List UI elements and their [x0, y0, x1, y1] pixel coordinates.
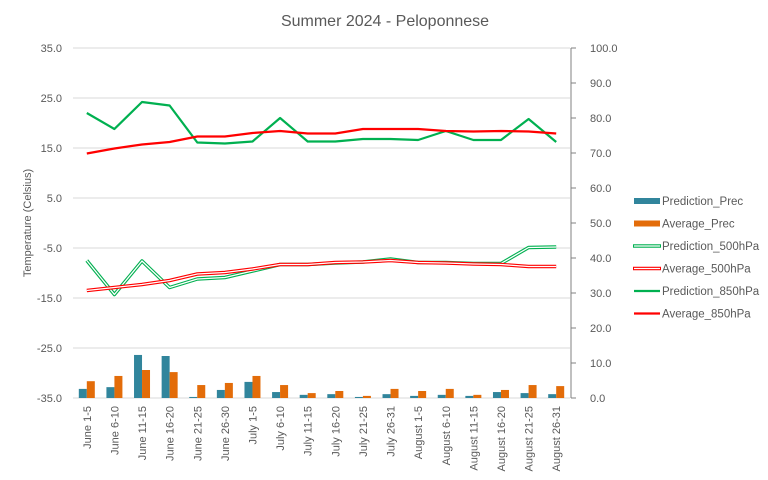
bar-average_prec	[390, 388, 399, 398]
right-y-tick-label: 40.0	[590, 253, 611, 265]
x-tick-label: August 11-15	[468, 406, 480, 471]
bar-prediction_prec	[410, 395, 419, 398]
x-tick-label: July 21-25	[358, 406, 370, 457]
bar-average_prec	[224, 382, 233, 398]
x-tick-label: July 6-10	[275, 406, 287, 451]
bar-prediction_prec	[299, 394, 308, 398]
bar-average_prec	[556, 386, 565, 398]
line-inner-prediction_500hpa	[86, 246, 557, 296]
bar-average_prec	[473, 394, 482, 398]
right-y-tick-label: 30.0	[590, 288, 611, 300]
x-tick-label: August 1-5	[413, 406, 425, 459]
bar-average_prec	[252, 375, 261, 398]
bar-average_prec	[362, 395, 371, 398]
right-y-tick-label: 70.0	[590, 148, 611, 160]
y-tick-label: -5.0	[43, 243, 62, 255]
x-tick-label: June 6-10	[109, 406, 121, 455]
x-tick-label: June 21-25	[192, 406, 204, 461]
bar-prediction_prec	[216, 389, 225, 398]
bar-prediction_prec	[465, 395, 474, 398]
line-average_850hpa	[86, 127, 557, 155]
legend-label: Prediction_Prec	[662, 196, 743, 208]
legend-label: Average_Prec	[662, 219, 735, 231]
y-tick-label: -35.0	[37, 393, 62, 405]
legend-swatch	[634, 220, 660, 227]
bar-prediction_prec	[382, 394, 391, 398]
right-y-tick-label: 50.0	[590, 218, 611, 230]
legend-item: Average_500hPa	[633, 264, 751, 276]
x-tick-label: June 26-30	[220, 406, 232, 461]
bar-prediction_prec	[492, 392, 501, 398]
y-tick-label: 5.0	[47, 193, 62, 205]
x-tick-label: July 1-5	[247, 406, 259, 445]
bar-prediction_prec	[134, 354, 143, 398]
right-y-tick-label: 10.0	[590, 358, 611, 370]
x-tick-label: June 11-15	[137, 406, 149, 460]
bar-average_prec	[335, 391, 344, 398]
legend-item: Prediction_850hPa	[634, 286, 760, 298]
legend-label: Prediction_850hPa	[662, 286, 760, 298]
y-tick-label: -25.0	[37, 343, 62, 355]
right-y-tick-label: 80.0	[590, 113, 611, 125]
x-tick-label: July 11-15	[303, 406, 315, 456]
right-y-tick-label: 20.0	[590, 323, 611, 335]
x-tick-label: August 6-10	[441, 406, 453, 465]
legend-item: Prediction_500hPa	[633, 241, 760, 253]
right-y-tick-label: 90.0	[590, 78, 611, 90]
bar-average_prec	[528, 385, 537, 398]
bar-prediction_prec	[161, 356, 170, 398]
bar-prediction_prec	[548, 394, 557, 398]
legend-swatch	[634, 198, 660, 204]
legend-label: Prediction_500hPa	[662, 241, 760, 253]
x-tick-label: August 21-25	[524, 406, 536, 471]
y-tick-label: -15.0	[37, 293, 62, 305]
bar-average_prec	[280, 385, 289, 398]
bar-prediction_prec	[189, 396, 198, 398]
bar-prediction_prec	[244, 381, 253, 398]
bar-prediction_prec	[106, 387, 115, 398]
right-y-tick-label: 100.0	[590, 43, 618, 55]
y-tick-label: 25.0	[41, 93, 62, 105]
line-inner-average_500hpa	[86, 259, 557, 292]
bar-average_prec	[500, 389, 509, 398]
x-tick-label: June 16-20	[165, 406, 177, 461]
x-tick-label: June 1-5	[82, 406, 94, 449]
bar-average_prec	[197, 385, 206, 398]
y-tick-label: 15.0	[41, 143, 62, 155]
chart-title: Summer 2024 - Peloponnese	[281, 13, 489, 30]
bar-prediction_prec	[327, 394, 336, 398]
bar-prediction_prec	[520, 393, 529, 398]
bar-prediction_prec	[78, 388, 87, 398]
legend-label: Average_850hPa	[662, 309, 751, 321]
y-tick-label: 35.0	[41, 43, 62, 55]
legend-label: Average_500hPa	[662, 264, 751, 276]
right-y-tick-label: 0.0	[590, 393, 605, 405]
x-tick-label: July 26-31	[386, 406, 398, 457]
bar-average_prec	[114, 375, 123, 398]
bar-average_prec	[142, 370, 151, 398]
right-y-tick-label: 60.0	[590, 183, 611, 195]
legend-item: Average_850hPa	[634, 309, 751, 321]
bar-prediction_prec	[272, 392, 281, 398]
legend-item: Prediction_Prec	[634, 196, 743, 208]
legend-item: Average_Prec	[634, 219, 735, 231]
bar-average_prec	[169, 372, 178, 398]
bar-prediction_prec	[354, 396, 363, 398]
y-axis-label: Temperature (Celsius)	[22, 169, 34, 277]
x-tick-label: July 16-20	[330, 406, 342, 457]
bar-average_prec	[445, 388, 454, 398]
bar-average_prec	[418, 391, 427, 398]
bar-average_prec	[86, 381, 95, 398]
bar-prediction_prec	[437, 394, 446, 398]
line-prediction_500hpa	[85, 245, 557, 297]
bar-average_prec	[307, 393, 316, 398]
x-tick-label: August 16-20	[496, 406, 508, 471]
line-prediction_850hpa	[86, 100, 557, 145]
x-tick-label: August 26-31	[551, 406, 563, 471]
